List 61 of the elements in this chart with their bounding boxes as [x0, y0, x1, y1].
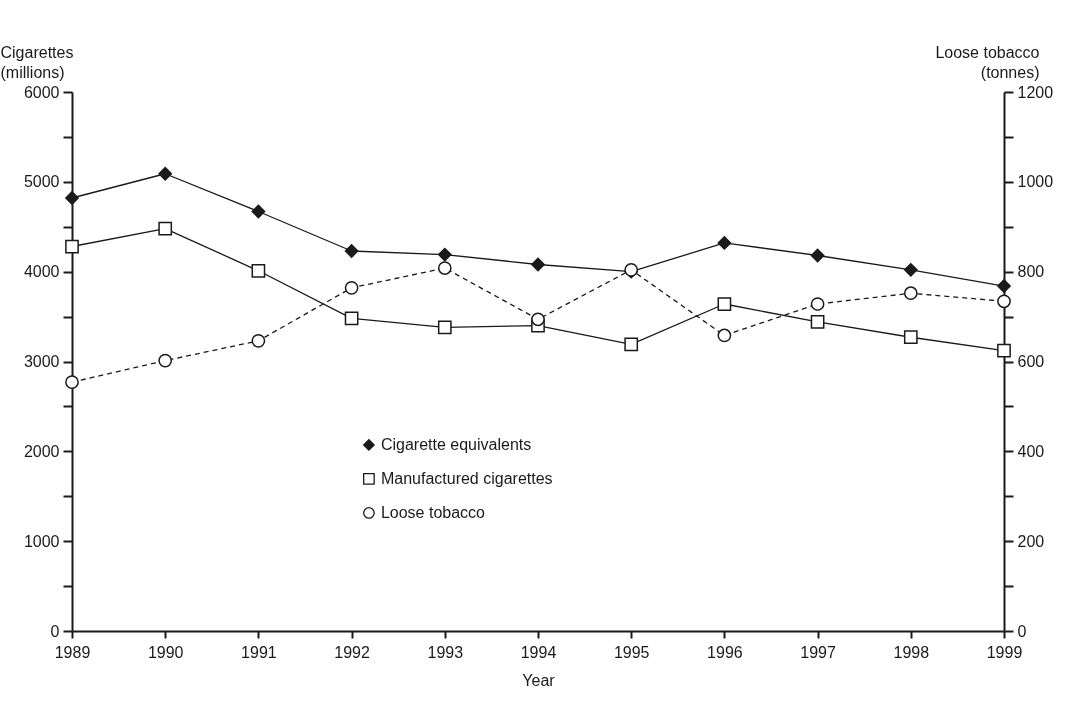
point	[344, 311, 359, 326]
point	[437, 247, 452, 262]
legend-label: Loose tobacco	[380, 503, 486, 521]
y2-tick-label: 600	[1017, 353, 1045, 370]
x-axis-title: Year	[522, 671, 556, 689]
x-tick-label: 1990	[147, 643, 184, 661]
point	[437, 261, 452, 275]
y-tick-label: 3000	[23, 353, 60, 370]
point	[810, 297, 825, 311]
y2-tick-label: 0	[1017, 622, 1027, 640]
x-tick-label: 1994	[520, 643, 557, 661]
point	[531, 312, 545, 327]
point	[717, 236, 732, 250]
y-axis-title: Cigarettes (millions)	[0, 43, 74, 81]
x-tick-label: 1998	[893, 643, 930, 661]
legend-label: Cigarette equivalents	[380, 435, 532, 453]
x-tick-label: 1992	[334, 643, 370, 661]
point	[65, 239, 79, 254]
y2-tick-label: 200	[1017, 532, 1045, 550]
point	[65, 191, 79, 205]
point	[437, 320, 452, 335]
point	[903, 330, 918, 345]
point	[997, 294, 1011, 309]
point	[251, 333, 266, 348]
x-tick-label: 1995	[613, 643, 650, 661]
y-tick-label: 0	[50, 622, 60, 640]
y-tick-label: 5000	[23, 173, 60, 191]
point	[251, 204, 266, 219]
point	[810, 248, 825, 263]
point	[344, 244, 359, 258]
x-tick-label: 1991	[241, 643, 277, 661]
point	[158, 221, 173, 236]
y2-axis-title: Loose tobacco (tonnes)	[935, 43, 1040, 81]
point	[717, 328, 732, 343]
y2-tick-label: 1200	[1017, 83, 1054, 101]
point	[158, 353, 173, 368]
y-tick-label: 6000	[23, 83, 60, 101]
point	[344, 280, 359, 295]
y2-tick-label: 800	[1017, 263, 1045, 281]
legend-label: Manufactured cigarettes	[380, 469, 553, 487]
point	[903, 263, 918, 277]
point	[158, 166, 173, 181]
x-tick-label: 1993	[427, 643, 464, 661]
point	[624, 337, 639, 352]
x-tick-label: 1999	[986, 643, 1023, 661]
y-tick-label: 4000	[23, 263, 60, 281]
point	[997, 343, 1011, 358]
point	[903, 286, 918, 301]
y-tick-label: 1000	[23, 532, 60, 550]
point	[531, 257, 545, 272]
point	[251, 263, 266, 278]
x-tick-label: 1989	[54, 643, 91, 661]
point	[810, 315, 825, 329]
y2-tick-label: 1000	[1017, 173, 1054, 191]
point	[65, 375, 79, 390]
x-tick-label: 1997	[800, 643, 836, 661]
x-tick-label: 1996	[707, 643, 743, 661]
y2-tick-label: 400	[1017, 442, 1045, 460]
point	[717, 297, 732, 311]
y-tick-label: 2000	[23, 442, 60, 460]
point	[997, 279, 1011, 293]
